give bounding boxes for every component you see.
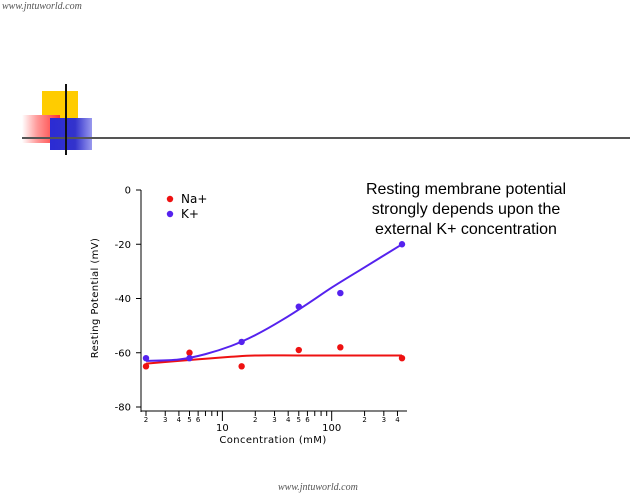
chart-fit-lines	[145, 243, 403, 365]
y-tick-label: -40	[115, 294, 131, 305]
y-tick-label: -60	[115, 348, 131, 359]
x-tick-label: 4	[395, 416, 400, 424]
legend-marker-k	[166, 210, 174, 218]
fit-line-na	[145, 354, 402, 365]
data-point-k	[142, 354, 150, 362]
data-point-k	[295, 303, 302, 310]
x-tick-label: 5	[297, 416, 301, 424]
x-tick-label: 3	[272, 416, 276, 424]
data-point-na	[142, 363, 150, 370]
x-tick-label: 5	[187, 416, 191, 424]
data-point-na	[186, 349, 193, 356]
x-tick-label: 100	[322, 423, 341, 434]
data-point-na	[398, 354, 406, 362]
legend-label-k: K+	[181, 207, 199, 221]
x-axis-label: Concentration (mM)	[219, 435, 326, 446]
caption-line-3: external K+ concentration	[375, 221, 557, 238]
chart-points	[142, 241, 406, 370]
x-tick-label: 3	[382, 416, 386, 424]
data-point-na	[295, 346, 302, 354]
chart-axes	[140, 190, 407, 412]
decor-blue-square	[50, 118, 92, 150]
x-tick-label: 4	[177, 416, 182, 424]
chart-legend: Na+K+	[166, 192, 207, 221]
x-tick-label: 3	[163, 416, 167, 424]
x-tick-label: 6	[196, 416, 201, 424]
data-point-k	[337, 289, 344, 297]
x-tick-label: 10	[216, 423, 229, 434]
decor-horizontal-line	[22, 137, 630, 139]
y-tick-label: -20	[115, 240, 131, 251]
data-point-k	[186, 354, 193, 362]
x-tick-label: 4	[286, 416, 291, 424]
x-tick-label: 2	[253, 416, 257, 424]
data-point-na	[337, 344, 344, 351]
caption-line-2: strongly depends upon the	[371, 201, 561, 218]
data-point-k	[238, 338, 245, 346]
decor-vertical-line	[65, 84, 67, 155]
data-point-na	[238, 363, 245, 370]
watermark-top: www.jntuworld.com	[2, 1, 82, 12]
y-tick-label: -80	[115, 403, 131, 414]
watermark-bottom: www.jntuworld.com	[278, 482, 358, 493]
data-point-k	[398, 241, 406, 248]
fit-line-k	[145, 243, 403, 362]
y-axis-label: Resting Potential (mV)	[90, 238, 101, 359]
x-tick-label: 6	[305, 416, 310, 424]
x-tick-label: 2	[144, 416, 148, 424]
x-tick-label: 2	[362, 416, 366, 424]
caption-line-1: Resting membrane potential	[365, 181, 567, 198]
y-tick-label: 0	[125, 186, 131, 197]
slide-caption: Resting membrane potential strongly depe…	[352, 180, 580, 240]
legend-marker-na	[166, 195, 174, 203]
legend-label-na: Na+	[181, 192, 207, 206]
